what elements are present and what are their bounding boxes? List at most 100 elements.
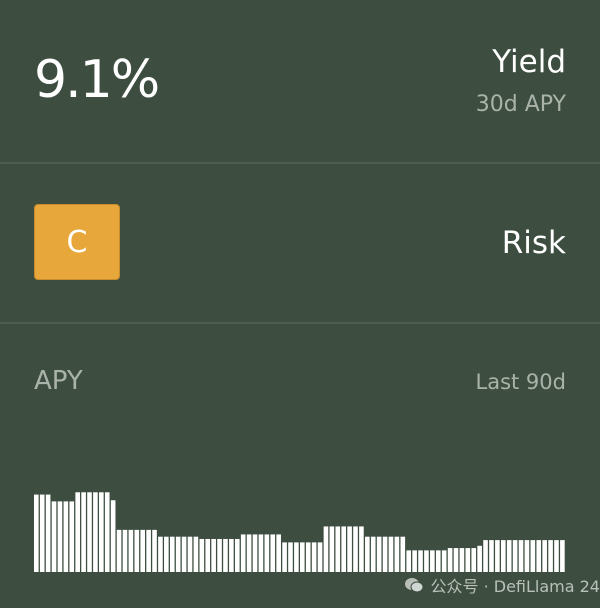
apy-bar [193,536,199,572]
apy-bar [258,534,264,572]
apy-bar [128,529,134,572]
apy-bar [412,550,417,572]
apy-bar [424,550,429,572]
apy-bar [146,529,151,572]
apy-bar [175,536,181,572]
apy-bar [524,540,530,572]
apy-bar [323,526,329,572]
apy-bar [335,526,341,572]
apy-bar [305,542,311,572]
apy-bar [211,538,216,572]
apy-bar [158,536,163,572]
apy-bar [518,540,524,572]
apy-bar [548,540,553,572]
apy-bar [370,536,376,572]
apy-bar [406,550,412,572]
apy-bar [252,534,258,572]
apy-bar [359,526,364,572]
apy-bar [317,542,323,572]
apy-bar [152,529,157,572]
apy-bar [382,536,388,572]
apy-bar [51,501,57,572]
apy-bar [217,538,222,572]
watermark-text: 公众号 · DefiLlama 24 [430,577,600,596]
apy-bar [459,548,465,572]
apy-bar [329,526,335,572]
apy-bar [430,550,435,572]
apy-bar [489,540,494,572]
apy-bar [110,500,116,572]
apy-bar [116,529,122,572]
apy-bar [45,494,51,572]
divider [0,162,600,164]
apy-bar [122,529,128,572]
apy-bar [69,501,75,572]
apy-bar [300,542,305,572]
chart-title: APY [34,366,83,396]
apy-bar [134,529,140,572]
apy-bar [506,540,512,572]
apy-bar [365,536,370,572]
apy-bar [465,548,471,572]
apy-bar [353,526,358,572]
risk-label: Risk [501,225,566,261]
apy-bar [477,545,482,572]
apy-bar [530,540,536,572]
apy-bar [104,492,110,572]
apy-bar [453,548,459,572]
apy-bar [495,540,500,572]
wechat-icon [405,578,424,593]
apy-bar [288,542,293,572]
apy-bar [140,529,146,572]
apy-bar [441,550,447,572]
apy-bar [394,536,400,572]
apy-bar [246,534,252,572]
apy-bar [270,534,276,572]
apy-bar [234,538,240,572]
apy-bar [376,536,382,572]
apy-bar [57,501,63,572]
risk-grade: C [66,224,88,260]
apy-bar [199,538,205,572]
apy-bar [276,534,281,572]
yield-sublabel: 30d APY [475,92,566,117]
apy-bar [63,501,69,572]
apy-bar [187,536,193,572]
apy-bar [418,550,423,572]
apy-bar [388,536,394,572]
apy-bar [536,540,542,572]
apy-bar [240,534,246,572]
apy-bar [169,536,175,572]
apy-bar [39,494,45,572]
apy-bar [542,540,547,572]
apy-bar [99,492,104,572]
apy-bar [223,538,228,572]
apy-bar [560,540,565,572]
apy-bar [400,536,406,572]
apy-bar [93,492,98,572]
divider [0,322,600,324]
apy-bar [181,536,187,572]
apy-bar [282,542,287,572]
apy-bar [512,540,518,572]
apy-bar [87,492,92,572]
chart-range-label: Last 90d [475,370,566,394]
apy-bar [471,548,477,572]
yield-value: 9.1% [34,50,160,110]
apy-bar [347,526,352,572]
apy-bar [500,540,506,572]
watermark: 公众号 · DefiLlama 24 [404,573,600,597]
apy-bar [229,538,234,572]
apy-bar [483,540,488,572]
apy-bar [264,534,270,572]
apy-bar [341,526,346,572]
apy-bar [554,540,559,572]
apy-bar [81,492,86,572]
apy-bar [435,550,441,572]
apy-bar [75,492,80,572]
apy-bar [447,548,453,572]
apy-bar [34,494,39,572]
apy-bar [205,538,211,572]
apy-bar-chart [34,492,565,572]
risk-grade-badge: C [34,204,120,280]
